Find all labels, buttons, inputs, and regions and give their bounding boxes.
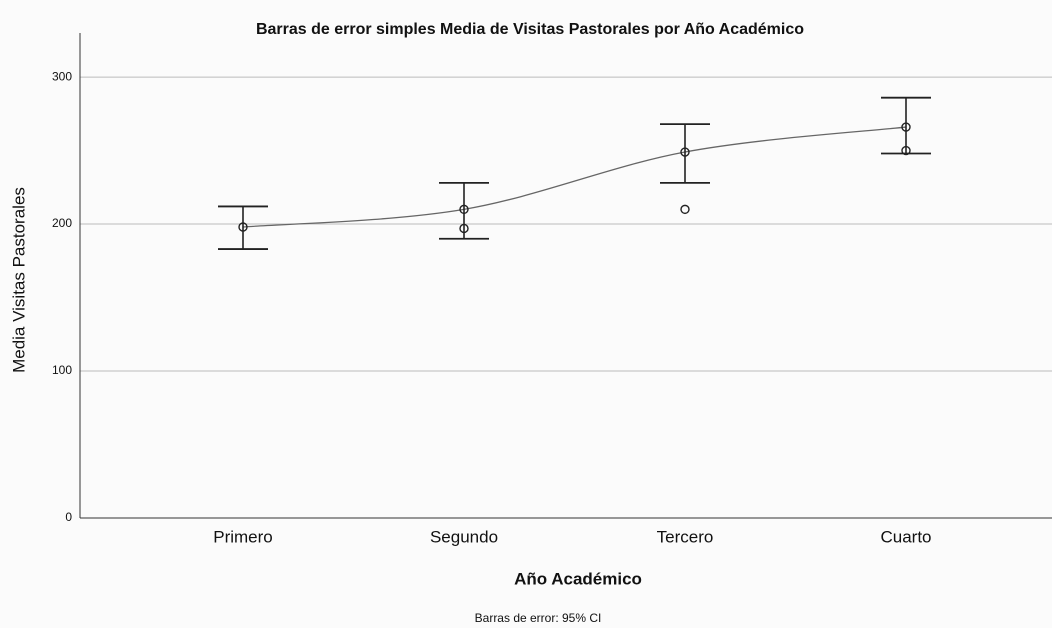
y-axis-label: Media Visitas Pastorales <box>9 187 28 373</box>
x-tick-label: Segundo <box>430 527 498 546</box>
mean-marker <box>238 222 248 232</box>
x-tick-label: Primero <box>213 527 273 546</box>
y-tick-label: 300 <box>52 69 72 83</box>
x-tick-label: Cuarto <box>880 527 931 546</box>
mean-line <box>242 126 907 228</box>
x-tick-label: Tercero <box>657 527 714 546</box>
mean-marker <box>680 147 690 157</box>
y-tick-label: 200 <box>52 216 72 230</box>
mean-marker <box>901 122 911 132</box>
x-axis-label: Año Académico <box>514 569 642 588</box>
point-marker <box>680 204 690 215</box>
point-marker <box>459 223 469 234</box>
point-marker <box>901 145 911 156</box>
mean-marker <box>459 204 469 215</box>
annotation: Barras de error: 95% CI <box>475 611 602 625</box>
chart-title: Barras de error simples Media de Visitas… <box>256 21 804 38</box>
y-tick-label: 0 <box>65 510 72 524</box>
y-tick-label: 100 <box>52 363 72 377</box>
